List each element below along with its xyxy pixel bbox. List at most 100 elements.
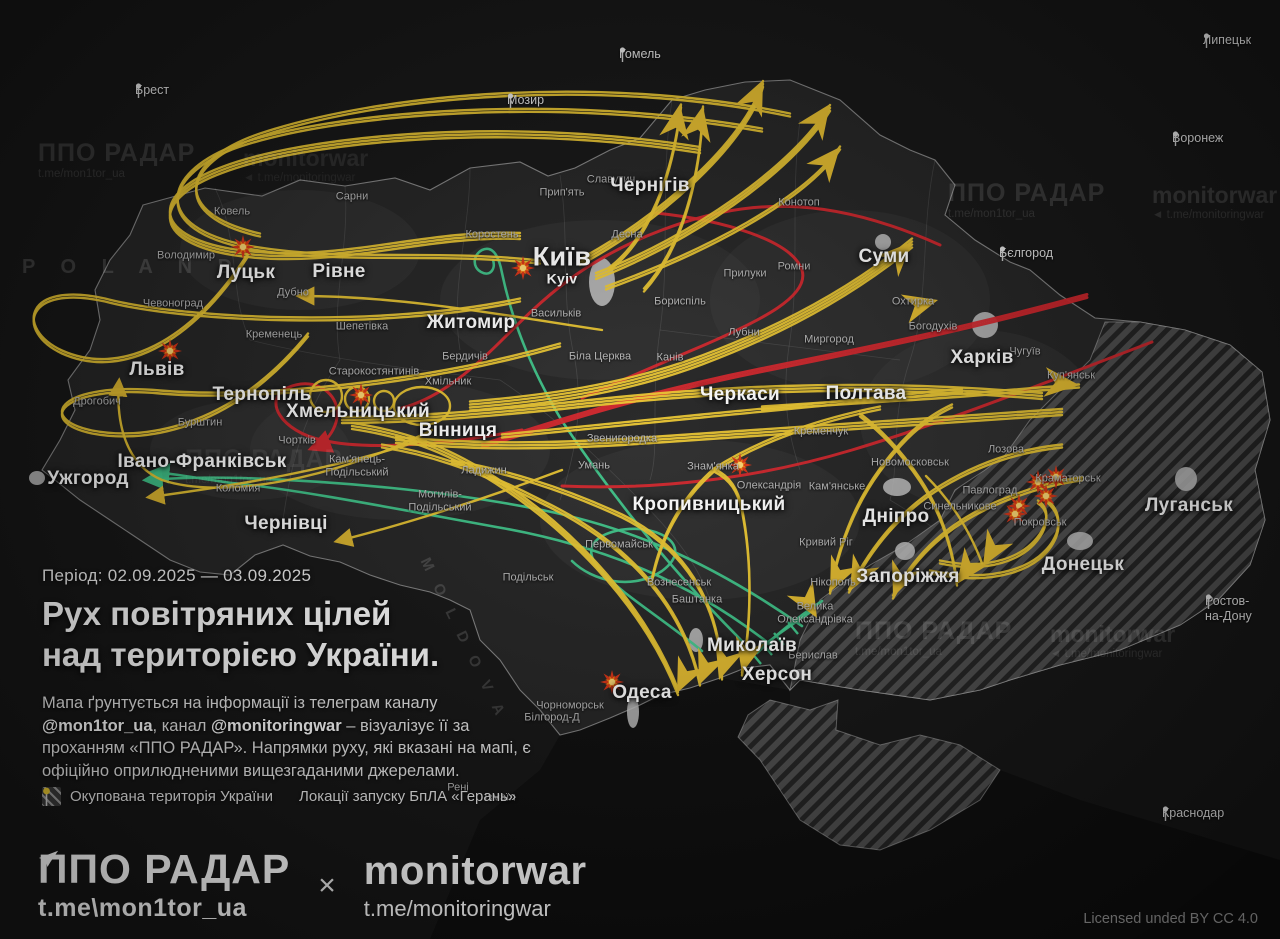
watermark-url: t.me/mon1tor_ua bbox=[855, 646, 942, 659]
foreign-city-name: Брест bbox=[135, 83, 170, 97]
city-label-major: Рівне bbox=[312, 261, 366, 282]
flight-route bbox=[594, 106, 832, 278]
legend-occupied-label: Окупована територія України bbox=[70, 788, 274, 805]
flight-route bbox=[60, 332, 562, 435]
flight-route bbox=[828, 406, 954, 595]
city-label-minor: Кременець bbox=[245, 328, 303, 341]
foreign-city-name: Бєлгород bbox=[999, 246, 1054, 260]
city-label-major: Херсон bbox=[741, 664, 813, 685]
foreign-city-name: Краснодар bbox=[1162, 806, 1225, 820]
black-sea bbox=[430, 678, 1280, 939]
city-label-minor: Синельникове bbox=[923, 500, 997, 513]
city-label-minor: Чортків bbox=[278, 434, 316, 447]
watermark-url: t.me/mon1tor_ua bbox=[948, 208, 1035, 221]
flight-route bbox=[400, 204, 942, 410]
flight-route bbox=[928, 497, 1060, 577]
flight-route bbox=[468, 237, 914, 403]
city-label-minor: Дрогобич bbox=[73, 395, 121, 408]
flight-route bbox=[473, 247, 744, 643]
city-label-major: Кропивницький bbox=[632, 494, 786, 515]
flight-route bbox=[712, 470, 751, 677]
watermark: ППО РАДАР t.me/mon1tor_ua bbox=[38, 140, 195, 181]
foreign-city-name: Липецьк bbox=[1203, 33, 1252, 47]
city-label-minor: Лубни bbox=[728, 326, 760, 339]
flight-route bbox=[580, 211, 805, 400]
ppo-radar-wordmark: ППО РАДАР bbox=[38, 846, 291, 892]
occupied-territory bbox=[789, 321, 1271, 701]
flight-route bbox=[928, 500, 1060, 580]
city-label-minor: Конотоп bbox=[778, 196, 820, 209]
city-label-minor: Вознесенськ bbox=[646, 576, 712, 589]
city-label-major: Полтава bbox=[825, 383, 907, 404]
city-label-minor: Рені bbox=[447, 781, 469, 794]
oblast-border bbox=[214, 187, 251, 341]
flight-route bbox=[891, 479, 1084, 600]
watermark: ППО РАДАР t.me/mon1tor_ua bbox=[855, 618, 1012, 659]
ppo-radar-telegram-url[interactable]: t.me\mon1tor_ua bbox=[38, 894, 247, 922]
terrain-patch bbox=[710, 210, 990, 390]
legend-launch-label: Локації запуску БпЛА «Герань» bbox=[299, 788, 517, 805]
monitorwar-telegram-link[interactable]: t.me/monitoringwar bbox=[38, 850, 587, 922]
flight-route bbox=[195, 90, 792, 235]
watermark-brand: monitorwar bbox=[243, 145, 369, 171]
flight-route bbox=[578, 79, 765, 261]
city-label-major: Вінниця bbox=[418, 420, 498, 441]
flight-route bbox=[176, 107, 764, 262]
city-label-minor: Прилуки bbox=[723, 267, 767, 280]
watermark: monitorwar ◄ t.me/monitoringwar bbox=[243, 146, 368, 184]
city-label-minor: Новомосковськ bbox=[871, 456, 949, 469]
city-label-minor: Десна bbox=[611, 228, 643, 241]
flight-route bbox=[604, 145, 842, 288]
city-label-minor: Знам'янка bbox=[687, 460, 739, 473]
oblast-border bbox=[249, 339, 501, 381]
foreign-city-name: Ростов- на-Дону bbox=[1205, 594, 1252, 623]
city-label-minor: Старокостянтинів bbox=[328, 365, 420, 378]
map-pin-icon bbox=[1205, 594, 1212, 609]
city-label-minor: Кривий Ріг bbox=[799, 536, 853, 549]
city-label-minor: Коломия bbox=[215, 482, 261, 495]
flight-route bbox=[924, 474, 985, 568]
watermark-brand: monitorwar bbox=[1050, 621, 1176, 647]
city-label-minor: Баштанка bbox=[671, 593, 723, 606]
city-label-minor: Білгород-Д bbox=[524, 711, 580, 724]
urban-area bbox=[895, 542, 915, 560]
flight-route bbox=[168, 133, 702, 258]
city-label-minor: Велика Олександрівка bbox=[777, 600, 853, 625]
city-label-minor: Прип'ять bbox=[539, 186, 585, 199]
flight-route bbox=[712, 408, 882, 473]
city-label-major: Запоріжжя bbox=[856, 566, 960, 587]
flight-route bbox=[333, 468, 564, 547]
route-tick bbox=[761, 642, 773, 656]
city-label-minor: Бориспіль bbox=[654, 295, 706, 308]
city-label-major: Чернівці bbox=[244, 513, 328, 534]
urban-area bbox=[29, 471, 45, 485]
city-label-minor: Васильків bbox=[530, 307, 582, 320]
cross-icon: × bbox=[318, 869, 336, 902]
flight-route bbox=[468, 240, 914, 406]
foreign-city-name: Воронеж bbox=[1172, 131, 1224, 145]
flight-route bbox=[168, 130, 702, 255]
description-text: Мапа ґрунтується на інформації із телегр… bbox=[42, 693, 438, 712]
watermark-brand: monitorwar bbox=[1152, 182, 1278, 208]
brand-ppo-radar: ППО РАДАР t.me\mon1tor_ua bbox=[38, 849, 290, 923]
city-label-minor: Чевоноград bbox=[142, 297, 204, 310]
city-label-minor: Канів bbox=[656, 351, 684, 364]
flight-route bbox=[168, 136, 702, 261]
watermark: ППО РАДАР t.me/mon1tor_ua bbox=[185, 446, 342, 487]
city-label-minor: Миргород bbox=[804, 333, 854, 346]
flight-route bbox=[847, 446, 1064, 594]
flight-route bbox=[32, 252, 522, 361]
city-label-minor: Хмільник bbox=[424, 375, 472, 388]
flight-route bbox=[468, 246, 914, 412]
flight-route bbox=[195, 93, 792, 238]
city-label-minor: Нікополь bbox=[810, 576, 856, 589]
map-title-line1: Рух повітряних цілей bbox=[42, 595, 392, 632]
flight-route bbox=[642, 108, 705, 293]
flight-loop bbox=[392, 385, 452, 427]
flight-route bbox=[594, 109, 832, 281]
city-label-major: Черкаси bbox=[700, 384, 780, 405]
city-label-minor: Славутич bbox=[586, 173, 636, 186]
city-label-minor: Кам'янець- Подільський bbox=[325, 453, 389, 478]
flight-route bbox=[340, 389, 1044, 425]
